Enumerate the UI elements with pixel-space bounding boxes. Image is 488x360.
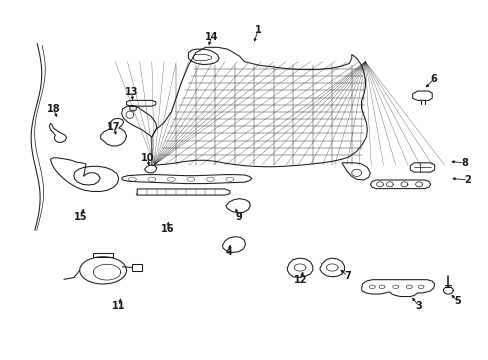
Text: 15: 15 [74,212,88,221]
Text: 16: 16 [161,225,174,234]
Text: 12: 12 [293,275,306,285]
Text: 9: 9 [235,212,242,221]
Text: 1: 1 [254,25,261,35]
Text: 2: 2 [464,175,470,185]
Text: 7: 7 [344,271,350,281]
Text: 14: 14 [204,32,218,42]
Text: 6: 6 [429,74,436,84]
Text: 13: 13 [124,87,138,97]
Text: 18: 18 [46,104,60,114]
Text: 5: 5 [454,296,461,306]
Text: 8: 8 [461,158,468,168]
Text: 10: 10 [141,153,154,163]
Text: 17: 17 [107,122,121,132]
Text: 3: 3 [415,301,422,311]
Text: 4: 4 [225,247,232,257]
Text: 11: 11 [112,301,125,311]
